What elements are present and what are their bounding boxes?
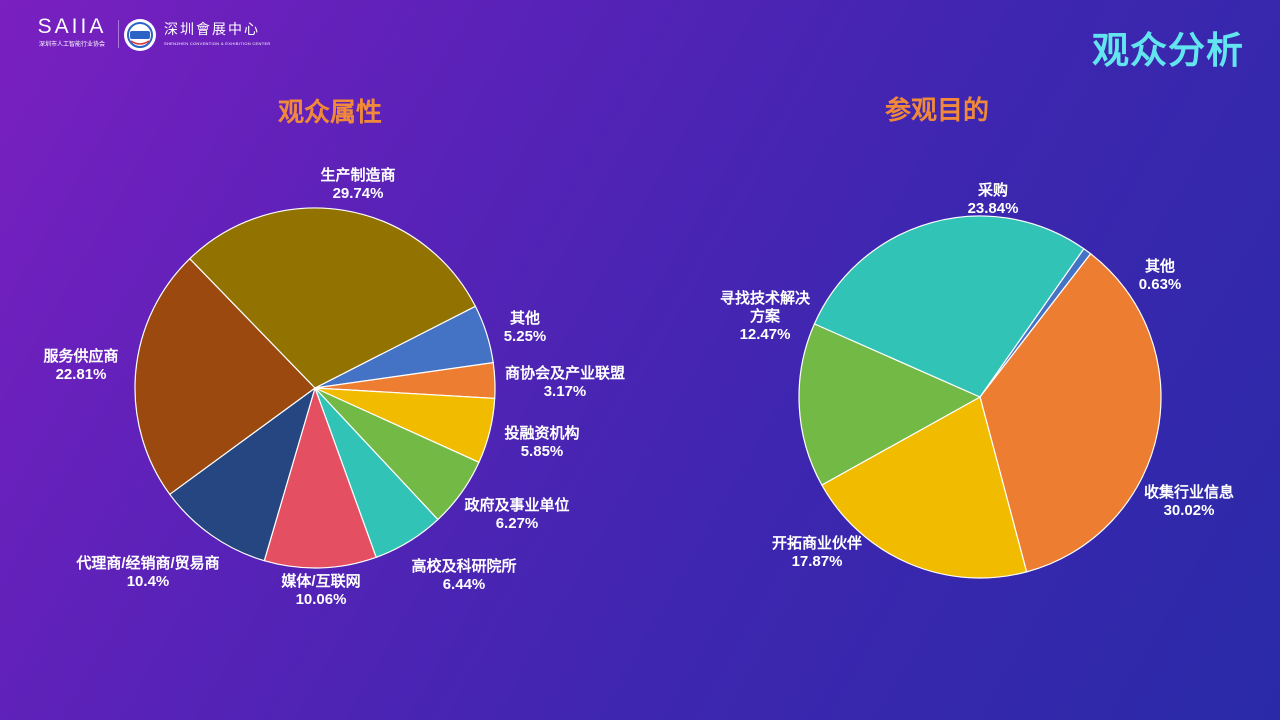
saiia-logo-name: SAIIA: [37, 15, 107, 38]
pie-slice-value: 0.63%: [1139, 276, 1182, 293]
pie-slice-label: 收集行业信息 30.02%: [1144, 483, 1234, 519]
pie-slice-value: 5.85%: [521, 443, 564, 460]
pie-slice-label: 投融资机构 5.85%: [504, 424, 579, 460]
pie-slice: [134, 257, 316, 496]
saiia-logo: SAIIA 深圳市人工智能行业协会: [36, 16, 108, 49]
pie-slice-label: 生产制造商 29.74%: [320, 166, 395, 202]
pie-slice-value: 12.47%: [740, 326, 791, 343]
pie-slice-label: 采购 23.84%: [968, 181, 1019, 217]
pie-slice: [821, 396, 1028, 579]
pie-slice: [798, 323, 982, 486]
pie-slice-label: 服务供应商 22.81%: [43, 347, 118, 383]
logo-divider: [118, 20, 119, 48]
pie-slice-value: 3.17%: [544, 383, 587, 400]
pie-slice-value: 5.25%: [504, 328, 547, 345]
pie-slice-label: 商协会及产业联盟 3.17%: [505, 364, 625, 400]
chart-title-audience: 观众属性: [277, 97, 382, 127]
pie-slice-value: 10.4%: [127, 573, 170, 590]
pie-slice-label: 开拓商业伙伴 17.87%: [772, 534, 862, 570]
pie-slice: [168, 386, 317, 562]
pie-slice: [188, 207, 477, 389]
pie-slice-value: 30.02%: [1164, 502, 1215, 519]
pie-slice-label: 其他 0.63%: [1139, 257, 1182, 293]
pie-slice-value: 17.87%: [792, 553, 843, 570]
pie-slice-label: 政府及事业单位 6.27%: [464, 496, 569, 532]
sccec-emblem-icon: [124, 19, 156, 51]
pie-slice-value: 22.81%: [56, 366, 107, 383]
sccec-logo-subtitle: SHENZHEN CONVENTION & EXHIBITION CENTER: [164, 41, 271, 46]
pie-slice-value: 23.84%: [968, 200, 1019, 217]
pie-slice-label: 寻找技术解决方案 12.47%: [720, 289, 811, 343]
sccec-logo-name: 深圳會展中心: [164, 22, 260, 38]
page-title: 观众分析: [1092, 30, 1244, 71]
pie-slice-label: 代理商/经销商/贸易商 10.4%: [75, 554, 219, 590]
pie-slice-value: 6.27%: [496, 515, 539, 532]
pie-slice: [263, 386, 377, 569]
pie-slice-value: 10.06%: [296, 591, 347, 608]
pie-slice-value: 6.44%: [443, 576, 486, 593]
pie-slice: [979, 252, 1162, 573]
pie-slice-value: 29.74%: [333, 185, 384, 202]
pie-slice-label: 高校及科研院所 6.44%: [411, 557, 516, 593]
pie-slice: [813, 215, 1085, 398]
saiia-logo-subtitle: 深圳市人工智能行业协会: [38, 42, 105, 48]
pie-slice-label: 媒体/互联网 10.06%: [281, 572, 360, 608]
chart-title-purpose: 参观目的: [884, 95, 989, 125]
pie-slice-label: 其他 5.25%: [504, 309, 547, 345]
